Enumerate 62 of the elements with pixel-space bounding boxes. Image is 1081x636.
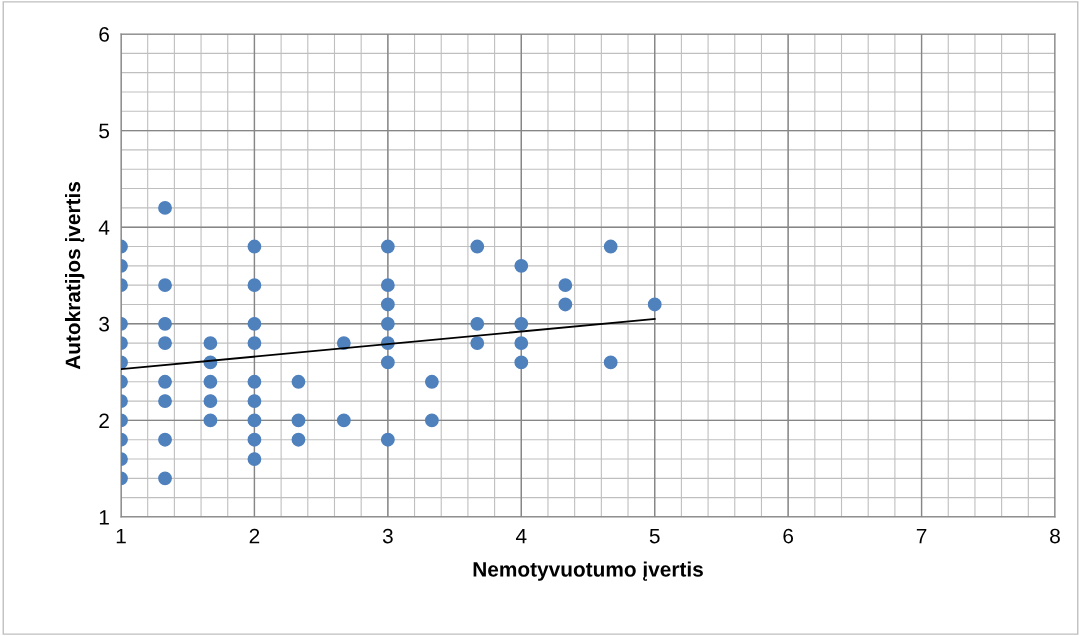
point: [380, 297, 395, 312]
point: [291, 413, 306, 428]
point: [158, 278, 172, 293]
point: [647, 297, 662, 312]
point: [603, 239, 618, 254]
point: [424, 413, 439, 428]
x-tick-label: 6: [783, 528, 794, 544]
point: [558, 278, 573, 293]
point: [380, 316, 395, 331]
point: [203, 336, 218, 351]
y-tick-label: 5: [99, 123, 110, 139]
point: [380, 432, 395, 447]
point: [203, 413, 218, 428]
point: [203, 394, 218, 408]
y-tick-label: 2: [99, 413, 109, 428]
point: [158, 336, 172, 351]
x-tick-label: 8: [1050, 528, 1060, 544]
point: [336, 413, 351, 428]
point: [247, 336, 262, 351]
point: [247, 316, 262, 331]
point: [514, 355, 529, 370]
point: [380, 239, 395, 254]
point: [514, 336, 529, 351]
x-tick-label: 3: [382, 528, 393, 544]
point: [247, 374, 262, 389]
x-tick-label: 7: [916, 528, 927, 544]
point: [380, 355, 395, 370]
y-axis-title: Autokratijos įvertis: [64, 181, 85, 370]
y-tick-label: 4: [98, 220, 110, 235]
point: [558, 297, 573, 312]
x-tick-label: 1: [116, 528, 126, 544]
x-tick-label: 4: [515, 528, 527, 544]
x-tick-label: 5: [649, 528, 660, 544]
point: [291, 432, 306, 447]
point: [247, 432, 262, 447]
point: [514, 258, 529, 273]
point: [158, 394, 172, 408]
point: [336, 336, 351, 351]
point: [158, 316, 172, 331]
point: [158, 471, 172, 486]
y-tick-label: 6: [99, 27, 109, 42]
point: [424, 374, 439, 389]
point: [203, 374, 218, 389]
point: [247, 278, 262, 293]
x-tick-label: 2: [249, 528, 260, 544]
y-tick-label: 3: [99, 316, 109, 332]
point: [247, 394, 262, 408]
point: [158, 200, 172, 215]
point: [247, 452, 262, 466]
point: [380, 278, 395, 293]
point: [514, 316, 529, 331]
point: [158, 374, 172, 389]
y-tick-label: 1: [99, 510, 109, 525]
x-axis-title: Nemotyvuotumo įvertis: [473, 561, 703, 581]
point: [247, 413, 262, 428]
point: [291, 374, 306, 389]
point: [470, 336, 485, 351]
point: [603, 355, 618, 370]
point: [470, 316, 485, 331]
point: [158, 432, 172, 447]
point: [470, 239, 485, 254]
point: [247, 239, 262, 254]
